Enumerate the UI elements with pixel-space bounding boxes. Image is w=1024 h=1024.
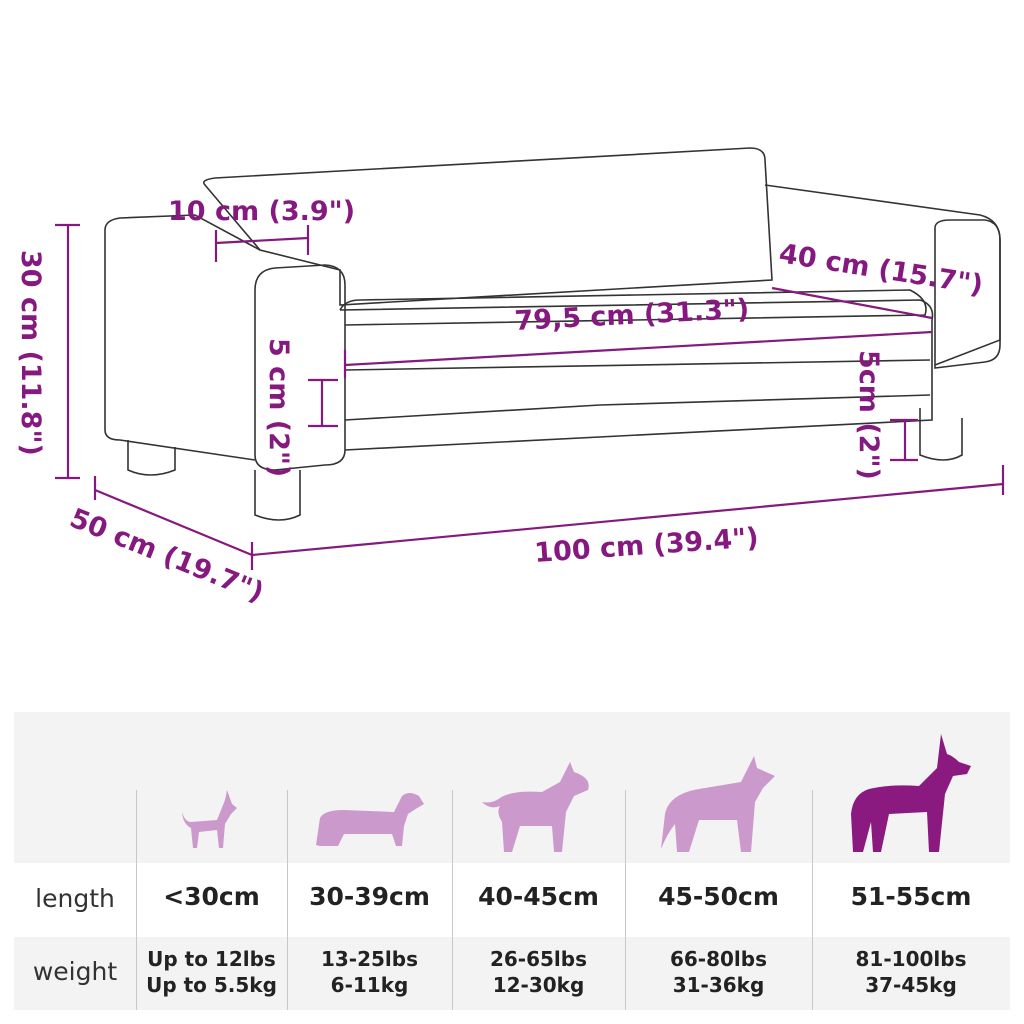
back-thickness-label: 10 cm (3.9"): [168, 196, 355, 227]
weight-value: 81-100lbs 37-45kg: [812, 946, 1010, 998]
length-row-label: length: [35, 884, 115, 913]
column-divider: [812, 790, 813, 1010]
dachshund-icon: [316, 793, 424, 846]
dog-size-table: length weight <30cm 30-39cm 40-45cm 45-5…: [14, 712, 1010, 1010]
weight-lbs: 81-100lbs: [855, 947, 967, 971]
length-value: 40-45cm: [478, 882, 599, 911]
weight-kg: Up to 5.5kg: [146, 973, 277, 997]
bull-terrier-icon: [482, 762, 589, 852]
weight-kg: 37-45kg: [865, 973, 957, 997]
length-row: [14, 863, 1010, 937]
length-value: 30-39cm: [309, 882, 430, 911]
weight-value: 13-25lbs 6-11kg: [287, 946, 452, 998]
length-value: 45-50cm: [658, 882, 779, 911]
weight-kg: 31-36kg: [672, 973, 765, 997]
weight-lbs: 66-80lbs: [669, 947, 768, 971]
weight-row: [14, 937, 1010, 1010]
weight-lbs: 13-25lbs: [320, 947, 419, 971]
column-divider: [625, 790, 626, 1010]
sofa-dimension-drawing: 10 cm (3.9") 40 cm (15.7") 79,5 cm (31.3…: [15, 147, 1005, 609]
leg-height-label: 5cm (2"): [853, 350, 884, 480]
weight-lbs: 26-65lbs: [489, 947, 588, 971]
column-divider: [136, 790, 137, 1010]
weight-kg: 12-30kg: [492, 973, 585, 997]
dimension-lines: [55, 223, 1005, 570]
weight-lbs: Up to 12lbs: [147, 947, 276, 971]
shepherd-icon: [661, 756, 775, 852]
chihuahua-icon: [182, 790, 237, 848]
great-dane-icon: [851, 734, 971, 852]
total-width-label: 100 cm (39.4"): [533, 522, 759, 569]
length-value: 51-55cm: [850, 882, 972, 911]
weight-value: 66-80lbs 31-36kg: [625, 946, 812, 998]
weight-kg: 6-11kg: [330, 973, 409, 997]
weight-value: Up to 12lbs Up to 5.5kg: [136, 946, 287, 998]
cushion-height-label: 5 cm (2"): [263, 338, 294, 477]
sofa-outline: [104, 147, 1001, 521]
length-value: <30cm: [163, 882, 260, 911]
total-height-label: 30 cm (11.8"): [15, 250, 46, 456]
column-divider: [452, 790, 453, 1010]
weight-value: 26-65lbs 12-30kg: [452, 946, 625, 998]
seat-width-label: 79,5 cm (31.3"): [514, 294, 750, 337]
column-divider: [287, 790, 288, 1010]
weight-row-label: weight: [32, 957, 118, 986]
